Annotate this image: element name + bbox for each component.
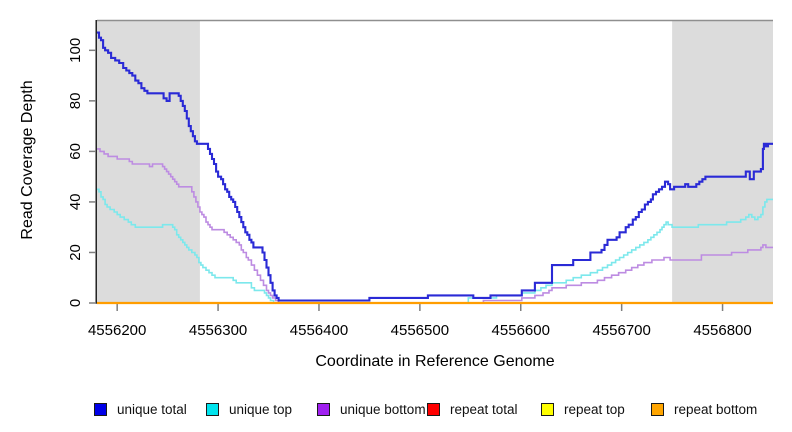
y-tick-label: 60 — [67, 143, 84, 160]
legend-item-repeat-bottom: repeat bottom — [651, 401, 757, 417]
legend-swatch-unique-top — [206, 402, 219, 416]
x-tick-label: 4556500 — [391, 322, 449, 339]
y-tick-label: 20 — [67, 244, 84, 261]
series-unique-top — [97, 188, 773, 304]
x-tick-label: 4556600 — [492, 322, 550, 339]
legend-swatch-repeat-total — [427, 402, 440, 416]
legend-label: unique total — [117, 401, 187, 417]
y-tick-label: 40 — [67, 194, 84, 211]
legend-item-unique-total: unique total — [94, 401, 187, 417]
legend-item-unique-bottom: unique bottom — [317, 401, 426, 417]
series-unique-bottom — [97, 148, 773, 304]
x-tick-label: 4556700 — [592, 322, 650, 339]
legend-label: repeat top — [564, 401, 625, 417]
x-tick-label: 4556300 — [189, 322, 247, 339]
legend-label: repeat total — [450, 401, 518, 417]
x-tick-label: 4556400 — [290, 322, 348, 339]
legend-item-repeat-top: repeat top — [541, 401, 625, 417]
x-axis-title: Coordinate in Reference Genome — [315, 353, 555, 370]
y-tick-label: 80 — [67, 93, 84, 110]
legend-swatch-repeat-top — [541, 402, 554, 416]
legend-item-repeat-total: repeat total — [427, 401, 518, 417]
legend-swatch-unique-bottom — [317, 402, 330, 416]
x-tick-label: 4556800 — [693, 322, 751, 339]
right-gray-region — [672, 20, 773, 303]
y-axis-title: Read Coverage Depth — [19, 80, 36, 240]
x-tick-label: 4556200 — [88, 322, 146, 339]
legend-swatch-unique-total — [94, 402, 107, 416]
legend-swatch-repeat-bottom — [651, 402, 664, 416]
legend-label: unique top — [229, 401, 293, 417]
y-tick-label: 0 — [67, 299, 84, 307]
y-tick-label: 100 — [67, 38, 84, 63]
left-gray-region — [97, 20, 200, 303]
series-unique-total — [97, 31, 773, 302]
legend-item-unique-top: unique top — [206, 401, 292, 417]
legend-label: unique bottom — [340, 401, 426, 417]
legend: unique total unique top unique bottom repea… — [0, 401, 792, 421]
legend-label: repeat bottom — [674, 401, 758, 417]
